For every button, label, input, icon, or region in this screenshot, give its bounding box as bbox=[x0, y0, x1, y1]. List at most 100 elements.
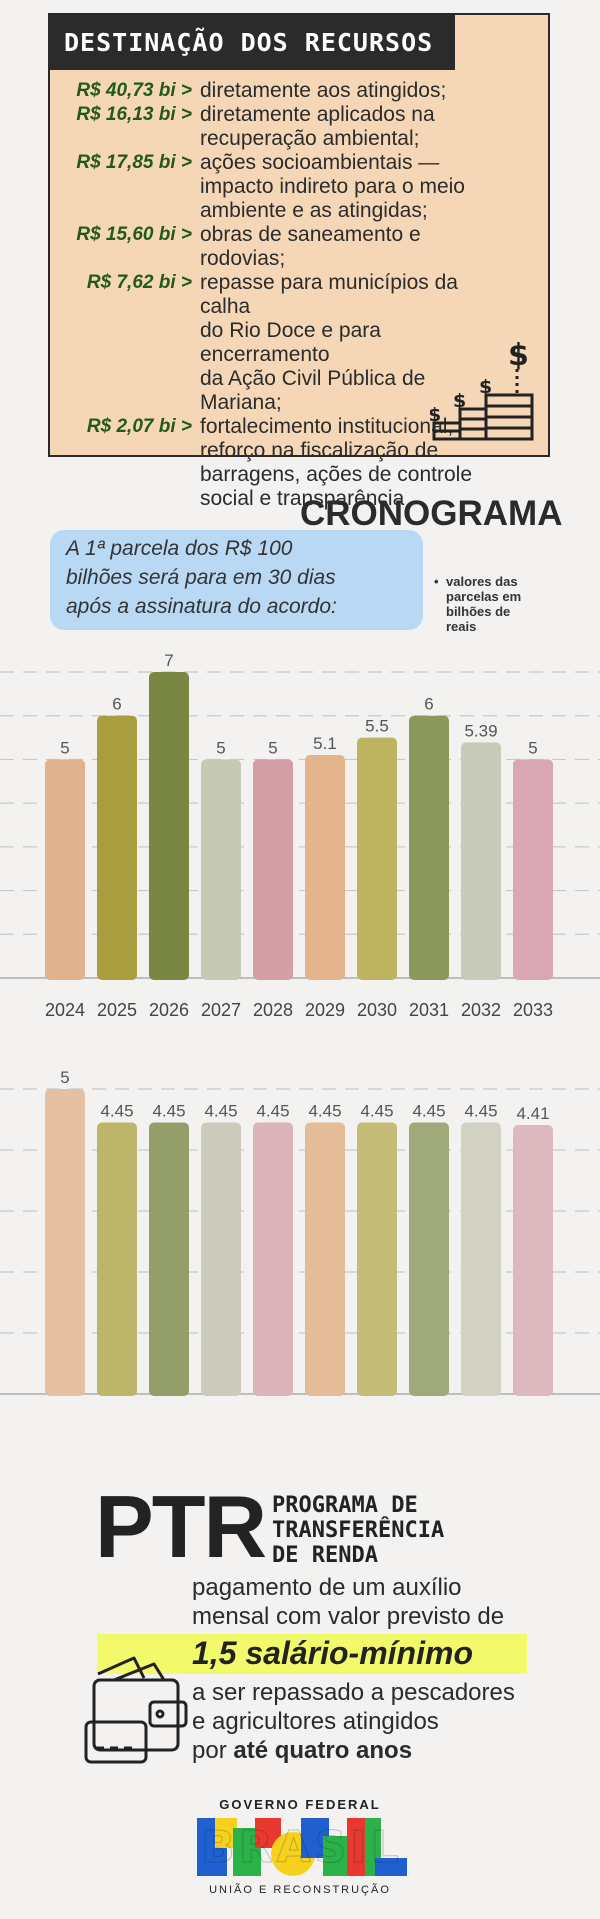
ptr-duration: até quatro anos bbox=[233, 1737, 413, 1764]
data-label-2040: 4.45 bbox=[360, 1102, 393, 1121]
uniao-reconstrucao-label: UNIÃO E RECONSTRUÇÃO bbox=[209, 1884, 391, 1896]
bar-2025 bbox=[97, 715, 137, 980]
tick-label-2028: 2028 bbox=[253, 1000, 293, 1020]
destinacao-item: R$ 16,13 bi > diretamente aplicados na rec… bbox=[50, 103, 548, 151]
bar-2029 bbox=[305, 755, 345, 980]
destinacao-description-line: social e transparência bbox=[200, 487, 405, 510]
bullet-icon: • bbox=[434, 574, 439, 589]
ptr-body2-line: a ser repassado a pescadores bbox=[192, 1679, 515, 1706]
tick-label-2032: 2032 bbox=[461, 1000, 501, 1020]
ptr-highlight-value: 1,5 salário-mínimo bbox=[192, 1635, 473, 1671]
money-stacks-icon: $ $ $ $ bbox=[430, 338, 534, 441]
destinacao-amount: R$ 17,85 bi > bbox=[76, 152, 192, 173]
governo-federal-label: GOVERNO FEDERAL bbox=[219, 1797, 381, 1812]
bar-2027 bbox=[201, 759, 241, 980]
tick-label-2027: 2027 bbox=[201, 1000, 241, 1020]
bar-chart-2024-2033: 5 2024 6 2025 7 2026 5 2027 5 2028 5.1 2029 5.5 2030 6… bbox=[0, 651, 600, 1020]
bar-2038 bbox=[253, 1122, 293, 1396]
ptr-description: pagamento de um auxílio mensal com valor… bbox=[192, 1573, 592, 1631]
callout-line: A 1ª parcela dos R$ 100 bbox=[66, 537, 293, 560]
unit-note-text: valores das parcelas em bilhões de reais bbox=[446, 574, 522, 634]
ptr-description-2: a ser repassado a pescadores e agriculto… bbox=[192, 1678, 592, 1765]
bar-2043 bbox=[513, 1124, 553, 1396]
data-label-2035: 4.45 bbox=[100, 1102, 133, 1121]
data-label-2034: 5 bbox=[60, 1068, 69, 1087]
tick-label-2033: 2033 bbox=[513, 1000, 553, 1020]
unit-note: • valores das parcelas em bilhões de rea… bbox=[434, 574, 544, 634]
data-label-2031: 6 bbox=[424, 695, 433, 714]
bar-2040 bbox=[357, 1122, 397, 1396]
ptr-acronym: PTR bbox=[95, 1477, 267, 1576]
destinacao-item: R$ 7,62 bi > repasse para municípios da c… bbox=[50, 271, 548, 415]
bar-2042 bbox=[461, 1122, 501, 1396]
callout-line: após a assinatura do acordo: bbox=[66, 595, 337, 618]
bar-2030 bbox=[357, 737, 397, 980]
destinacao-description-line: fortalecimento institucional, bbox=[200, 415, 454, 438]
destinacao-amount: R$ 40,73 bi > bbox=[76, 80, 192, 101]
destinacao-description-line: da Ação Civil Pública de Mariana; bbox=[200, 367, 426, 414]
first-installment-callout: A 1ª parcela dos R$ 100 bilhões será par… bbox=[50, 530, 423, 630]
destinacao-amount: R$ 15,60 bi > bbox=[76, 224, 192, 245]
data-label-2025: 6 bbox=[112, 695, 121, 714]
bar-2039 bbox=[305, 1122, 345, 1396]
bar-chart-2034-2043: 520344.4520354.4520364.4520374.4520384.4… bbox=[0, 1068, 600, 1396]
tick-label-2025: 2025 bbox=[97, 1000, 137, 1020]
svg-text:$: $ bbox=[430, 404, 441, 426]
data-label-2043: 4.41 bbox=[516, 1104, 549, 1123]
destinacao-description-line: diretamente aos atingidos; bbox=[200, 79, 447, 102]
bar-2037 bbox=[201, 1122, 241, 1396]
data-label-2027: 5 bbox=[216, 738, 225, 757]
data-label-2037: 4.45 bbox=[204, 1102, 237, 1121]
callout-line: bilhões será para em 30 dias bbox=[66, 566, 336, 589]
destinacao-description: fortalecimento institucional, reforço na … bbox=[200, 415, 500, 511]
highlight-marker bbox=[97, 1634, 527, 1674]
destinacao-description-line: barragens, ações de controle bbox=[200, 463, 473, 486]
destinacao-description-line: diretamente aplicados na bbox=[200, 103, 435, 126]
cronograma-title: CRONOGRAMA bbox=[300, 494, 563, 533]
bar-2035 bbox=[97, 1122, 137, 1396]
brasil-logo-text: BRASIL bbox=[201, 1822, 403, 1873]
bar-2024 bbox=[45, 759, 85, 980]
svg-text:$: $ bbox=[453, 390, 466, 412]
ptr-body-line: mensal com valor previsto de bbox=[192, 1603, 505, 1630]
bar-2026 bbox=[149, 672, 189, 980]
destinacao-title: DESTINAÇÃO DOS RECURSOS bbox=[50, 15, 455, 70]
ptr-name-line: PROGRAMA DE bbox=[272, 1493, 418, 1518]
destinacao-list: R$ 40,73 bi > diretamente aos atingidos; R… bbox=[50, 79, 548, 511]
destinacao-description-line: ações socioambientais — bbox=[200, 151, 440, 174]
tick-label-2031: 2031 bbox=[409, 1000, 449, 1020]
data-label-2039: 4.45 bbox=[308, 1102, 341, 1121]
bar-2028 bbox=[253, 759, 293, 980]
destinacao-description-line: recuperação ambiental; bbox=[200, 127, 420, 150]
wallet-icon bbox=[84, 1656, 188, 1764]
destinacao-description-line: ambiente e as atingidas; bbox=[200, 199, 428, 222]
bar-2041 bbox=[409, 1122, 449, 1396]
data-label-2041: 4.45 bbox=[412, 1102, 445, 1121]
tick-label-2024: 2024 bbox=[45, 1000, 85, 1020]
destinacao-description-line: impacto indireto para o meio bbox=[200, 175, 465, 198]
destinacao-item: R$ 2,07 bi > fortalecimento institucional… bbox=[50, 415, 548, 511]
destinacao-description-line: reforço na fiscalização de bbox=[200, 439, 439, 462]
destinacao-item: R$ 40,73 bi > diretamente aos atingidos; bbox=[50, 79, 548, 103]
destinacao-description: diretamente aplicados na recuperação ambi… bbox=[200, 103, 500, 151]
destinacao-description-line: obras de saneamento e rodovias; bbox=[200, 223, 421, 270]
ptr-program-name: PROGRAMA DE TRANSFERÊNCIA DE RENDA bbox=[272, 1493, 512, 1568]
bar-2036 bbox=[149, 1122, 189, 1396]
destinacao-description-line: do Rio Doce e para encerramento bbox=[200, 319, 381, 366]
ptr-name-line: DE RENDA bbox=[272, 1543, 378, 1568]
data-label-2042: 4.45 bbox=[464, 1102, 497, 1121]
ptr-body2-prefix: por bbox=[192, 1737, 234, 1764]
bar-2034 bbox=[45, 1089, 85, 1396]
destinacao-description: ações socioambientais — impacto indireto … bbox=[200, 151, 500, 223]
destinacao-description-line: repasse para municípios da calha bbox=[200, 271, 458, 318]
destinacao-item: R$ 17,85 bi > ações socioambientais — impa… bbox=[50, 151, 548, 223]
data-label-2024: 5 bbox=[60, 738, 69, 757]
brasil-logo: BRASIL bbox=[197, 1818, 407, 1876]
bar-2033 bbox=[513, 759, 553, 980]
data-label-2028: 5 bbox=[268, 738, 277, 757]
data-label-2029: 5.1 bbox=[313, 734, 337, 753]
ptr-body2-line: e agricultores atingidos bbox=[192, 1708, 439, 1735]
bar-2032 bbox=[461, 742, 501, 980]
svg-text:$: $ bbox=[508, 338, 529, 373]
destinacao-item: R$ 15,60 bi > obras de saneamento e rodov… bbox=[50, 223, 548, 271]
